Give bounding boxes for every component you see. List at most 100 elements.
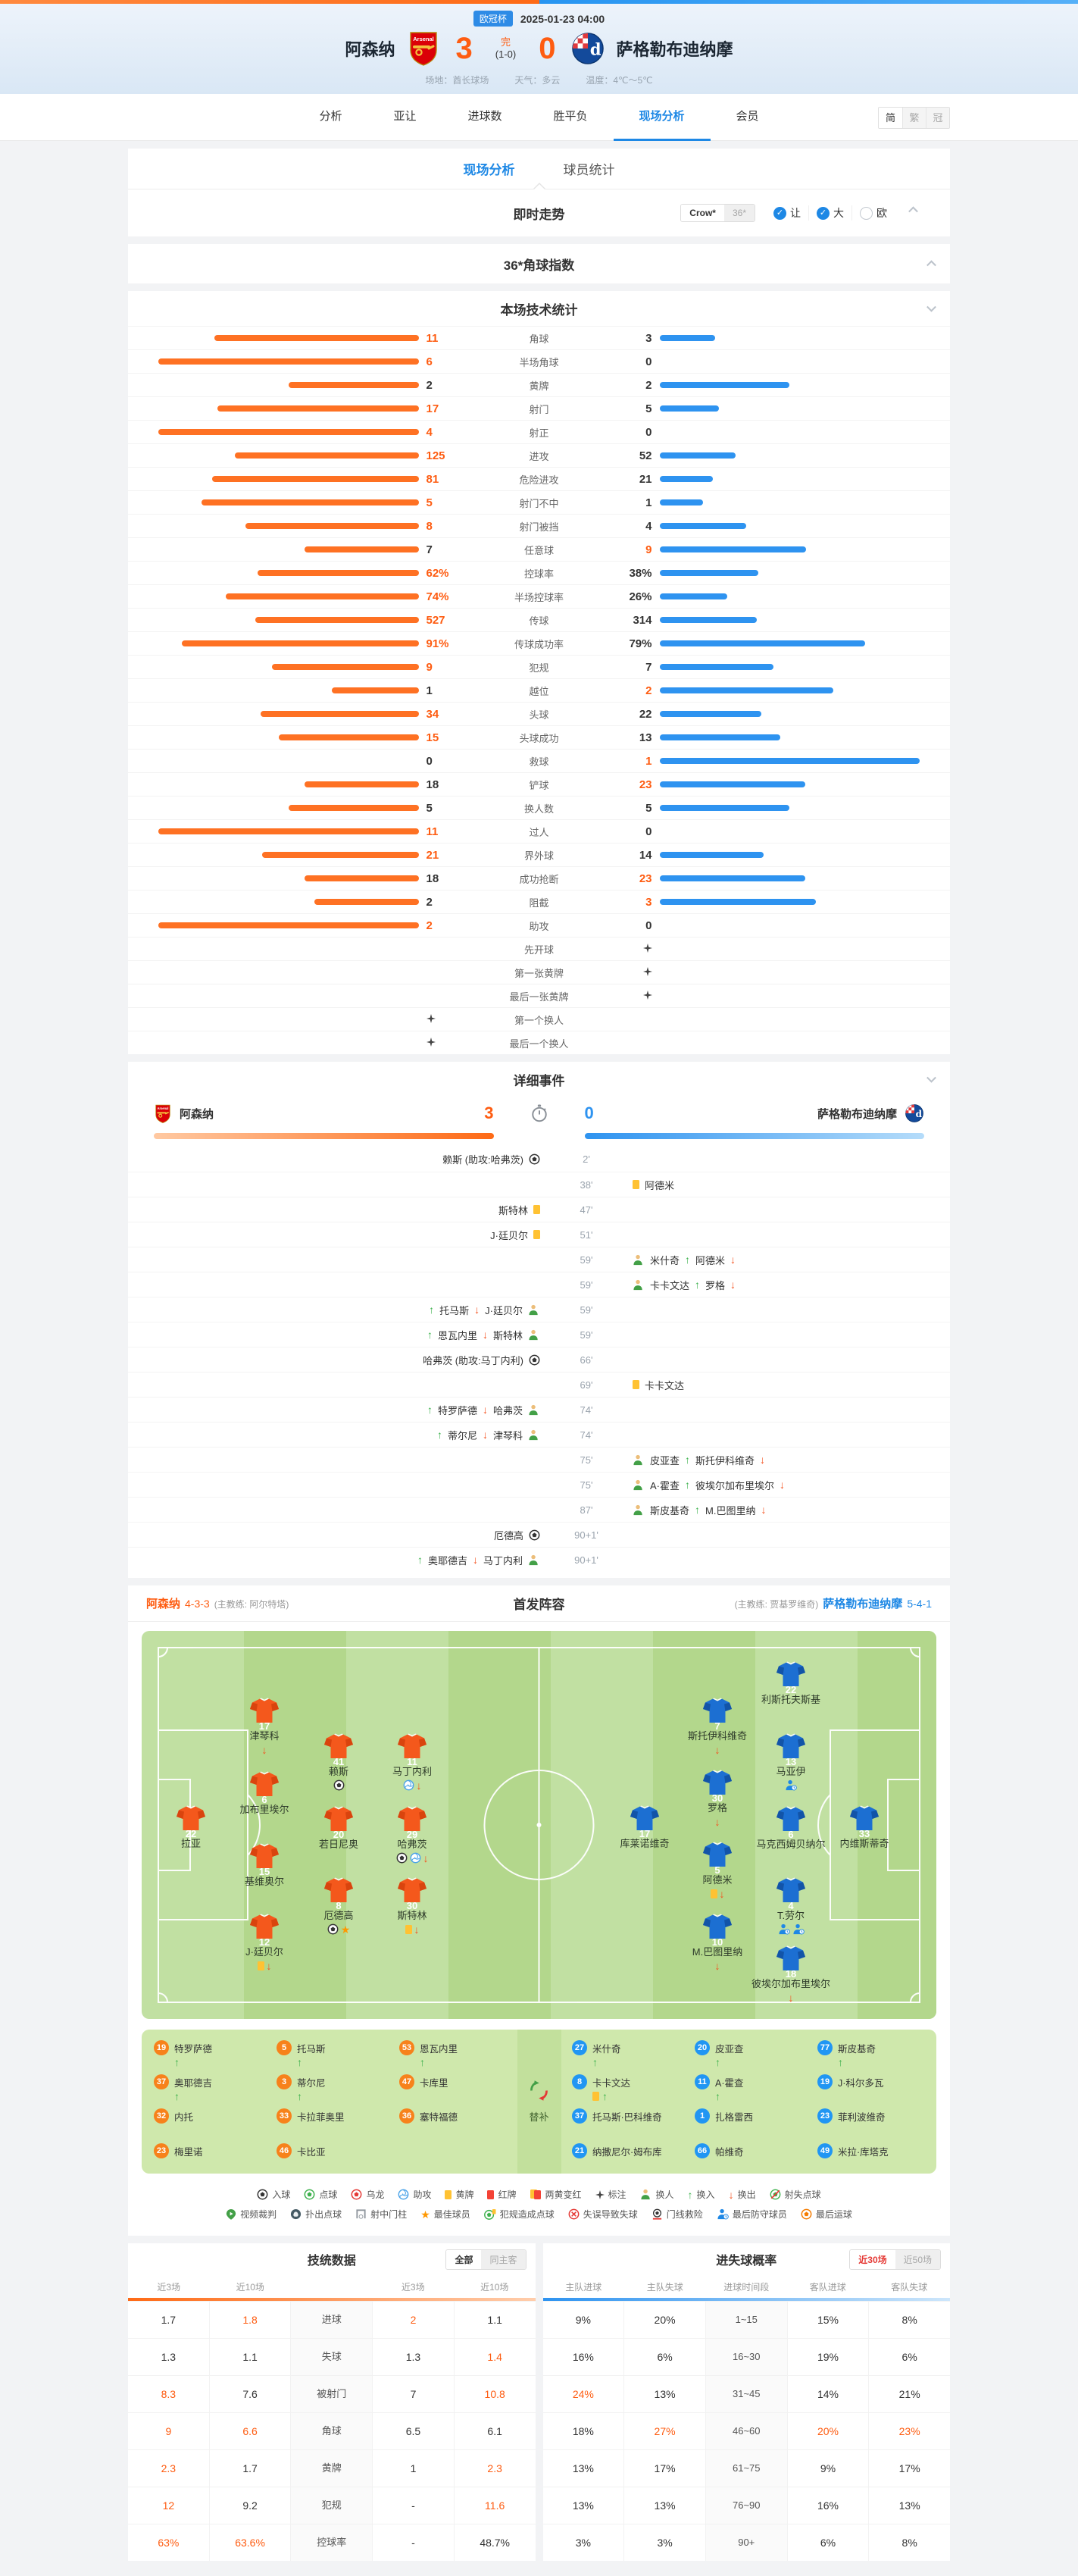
nav-item-3[interactable]: 胜平负 — [553, 110, 588, 123]
pitch-player-阿德米[interactable]: 5 阿德米 ↓ — [667, 1842, 767, 1900]
pitch-player-拉亚[interactable]: 22 拉亚 — [141, 1805, 241, 1850]
lineup-away-team[interactable]: 萨格勒布迪纳摩 — [823, 1598, 903, 1610]
nav-item-1[interactable]: 亚让 — [393, 110, 417, 123]
substitute-卡卡文达[interactable]: 8 卡卡文达 ↑ — [572, 2074, 692, 2102]
substitute-托马斯·巴科维奇[interactable]: 37 托马斯·巴科维奇 — [572, 2108, 692, 2124]
pitch-player-斯特林[interactable]: 30 斯特林 ↓ — [362, 1877, 462, 1936]
substitute-皮亚查[interactable]: 20 皮亚查 ↑ — [695, 2040, 814, 2068]
pitch-player-罗格[interactable]: 30 罗格 ↓ — [667, 1770, 767, 1828]
pitch-player-T.劳尔[interactable]: 4 T.劳尔 — [741, 1877, 841, 1936]
away-team-name[interactable]: 萨格勒布迪纳摩 — [616, 40, 733, 59]
pitch-player-M.巴图里纳[interactable]: 10 M.巴图里纳 ↓ — [667, 1914, 767, 1972]
defender-icon — [778, 1923, 790, 1935]
substitute-内托[interactable]: 32 内托 — [154, 2108, 273, 2124]
substitute-J·科尔多瓦[interactable]: 19 J·科尔多瓦 — [817, 2074, 937, 2089]
collapse-chevron-icon[interactable] — [926, 1072, 936, 1083]
nav-item-4[interactable]: 现场分析 — [613, 94, 711, 141]
pitch-player-J·廷贝尔[interactable]: 12 J·廷贝尔 ↓ — [214, 1914, 314, 1972]
player-name: J·廷贝尔 — [245, 1946, 283, 1958]
player-name: 津琴科 — [249, 1730, 280, 1742]
pitch-player-库莱诺维奇[interactable]: 17 库莱诺维奇 — [595, 1805, 695, 1850]
lineup-home-coach: (主教练: 阿尔特塔) — [214, 1599, 289, 1610]
collapse-chevron-icon[interactable] — [926, 260, 936, 271]
substitute-托马斯[interactable]: 5 托马斯 ↑ — [277, 2040, 396, 2068]
match-header: 欧冠杯 2025-01-23 04:00 阿森纳 3 完 (1-0) 0 萨格勒… — [0, 0, 1078, 94]
odds-check-大[interactable]: ✓ 大 — [808, 205, 851, 221]
event-time: 75' — [580, 1454, 593, 1466]
save-penalty-icon — [290, 2208, 302, 2220]
substitute-奥耶德吉[interactable]: 37 奥耶德吉 ↑ — [154, 2074, 273, 2102]
stat-row: 11 过人 0 — [128, 819, 950, 843]
pitch-player-赖斯[interactable]: 41 赖斯 — [289, 1733, 389, 1792]
nav-item-5[interactable]: 会员 — [736, 110, 759, 123]
event-time: 74' — [580, 1429, 593, 1441]
yellow-icon — [257, 1961, 264, 1970]
jersey-icon: 4 — [776, 1877, 805, 1911]
nav-item-2[interactable]: 进球数 — [467, 110, 502, 123]
odds-check-欧[interactable]: 欧 — [851, 205, 895, 221]
stat-row: 91% 传球成功率 79% — [128, 631, 950, 655]
half-time-score: (1-0) — [495, 49, 517, 60]
substitute-扎格雷西[interactable]: 1 扎格雷西 — [695, 2108, 814, 2124]
substitute-梅里诺[interactable]: 23 梅里诺 — [154, 2143, 273, 2158]
events-list: 赖斯 (助攻:哈弗茨) 2' 38' 阿德米 斯特林 47' J·廷贝尔 51'… — [128, 1147, 950, 1572]
player-name: 库莱诺维奇 — [620, 1838, 670, 1849]
lang-option-2[interactable]: 冠 — [926, 108, 949, 128]
trend-toggle-1[interactable]: 36* — [723, 205, 755, 221]
lang-option-1[interactable]: 繁 — [902, 108, 926, 128]
substitute-菲利波维奇[interactable]: 23 菲利波维奇 — [817, 2108, 937, 2124]
tab-0[interactable]: 现场分析 — [463, 163, 515, 177]
stopwatch-icon — [494, 1104, 585, 1122]
substitute-特罗萨德[interactable]: 19 特罗萨德 ↑ — [154, 2040, 273, 2068]
sub-person-icon — [528, 1404, 540, 1416]
pitch-player-内维斯蒂奇[interactable]: 33 内维斯蒂奇 — [814, 1805, 914, 1850]
lang-option-0[interactable]: 简 — [879, 108, 902, 128]
pitch-player-基维奥尔[interactable]: 15 基维奥尔 — [214, 1843, 314, 1888]
player-name: T.劳尔 — [776, 1910, 805, 1921]
pitch-player-若日尼奥[interactable]: 20 若日尼奥 — [289, 1806, 389, 1851]
pitch-player-哈弗茨[interactable]: 29 哈弗茨 ↓ — [362, 1806, 462, 1864]
substitute-帕维奇[interactable]: 66 帕维奇 — [695, 2143, 814, 2158]
trend-toggle-0[interactable]: Crow* — [681, 205, 724, 221]
substitute-斯皮基奇[interactable]: 77 斯皮基奇 ↑ — [817, 2040, 937, 2068]
match-datetime: 2025-01-23 04:00 — [520, 12, 605, 25]
substitute-name: 卡库里 — [420, 2077, 448, 2089]
substitute-卡库里[interactable]: 47 卡库里 — [399, 2074, 519, 2089]
assist-icon — [403, 1779, 414, 1791]
lineup-home-formation: 4-3-3 — [185, 1598, 210, 1610]
tab-1[interactable]: 球员统计 — [563, 163, 615, 177]
pitch-player-利斯托夫斯基[interactable]: 22 利斯托夫斯基 — [741, 1661, 841, 1706]
substitute-卡拉菲奥里[interactable]: 33 卡拉菲奥里 — [277, 2108, 396, 2124]
lineup-home-team[interactable]: 阿森纳 — [146, 1598, 181, 1610]
substitute-卡比亚[interactable]: 46 卡比亚 — [277, 2143, 396, 2158]
pitch-player-斯托伊科维奇[interactable]: 7 斯托伊科维奇 ↓ — [667, 1698, 767, 1756]
substitute-A·霍查[interactable]: 11 A·霍查 ↑ — [695, 2074, 814, 2102]
substitute-蒂尔尼[interactable]: 3 蒂尔尼 ↑ — [277, 2074, 396, 2102]
substitute-米什奇[interactable]: 27 米什奇 ↑ — [572, 2040, 692, 2068]
table-toggle-同主客[interactable]: 同主客 — [481, 2249, 526, 2269]
table-toggle-近50场[interactable]: 近50场 — [895, 2249, 940, 2269]
substitute-米拉·库塔克[interactable]: 49 米拉·库塔克 — [817, 2143, 937, 2158]
pitch-player-津琴科[interactable]: 17 津琴科 ↓ — [214, 1698, 314, 1756]
odds-check-让[interactable]: ✓ 让 — [766, 205, 808, 221]
substitute-恩瓦内里[interactable]: 53 恩瓦内里 ↑ — [399, 2040, 519, 2068]
stat-row: 第一张黄牌 — [128, 960, 950, 984]
nav-item-0[interactable]: 分析 — [319, 110, 342, 123]
sub-tabs: 现场分析 球员统计 — [128, 149, 950, 189]
pitch-player-马丁内利[interactable]: 11 马丁内利 ↓ — [362, 1733, 462, 1792]
table-toggle-近30场[interactable]: 近30场 — [850, 2249, 895, 2269]
collapse-chevron-icon[interactable] — [926, 302, 936, 312]
league-badge[interactable]: 欧冠杯 — [473, 11, 513, 27]
pitch-player-马克西姆贝纳尔[interactable]: 6 马克西姆贝纳尔 — [741, 1806, 841, 1851]
table-toggle-全部[interactable]: 全部 — [446, 2249, 482, 2269]
pitch-player-彼埃尔加布里埃尔[interactable]: 18 彼埃尔加布里埃尔 ↓ — [741, 1945, 841, 2004]
substitute-塞特福德[interactable]: 36 塞特福德 — [399, 2108, 519, 2124]
table-row: 13% 13% 76~90 16% 13% — [542, 2487, 950, 2524]
pitch-player-加布里埃尔[interactable]: 6 加布里埃尔 — [214, 1771, 314, 1816]
pitch-player-马亚伊[interactable]: 13 马亚伊 — [741, 1733, 841, 1792]
pitch-player-厄德高[interactable]: 8 厄德高 ★ — [289, 1877, 389, 1936]
home-team-name[interactable]: 阿森纳 — [345, 40, 395, 59]
substitute-纳撒尼尔·姆布库[interactable]: 21 纳撒尼尔·姆布库 — [572, 2143, 692, 2158]
sub-person-icon — [633, 1279, 645, 1291]
collapse-chevron-icon[interactable] — [908, 205, 918, 216]
